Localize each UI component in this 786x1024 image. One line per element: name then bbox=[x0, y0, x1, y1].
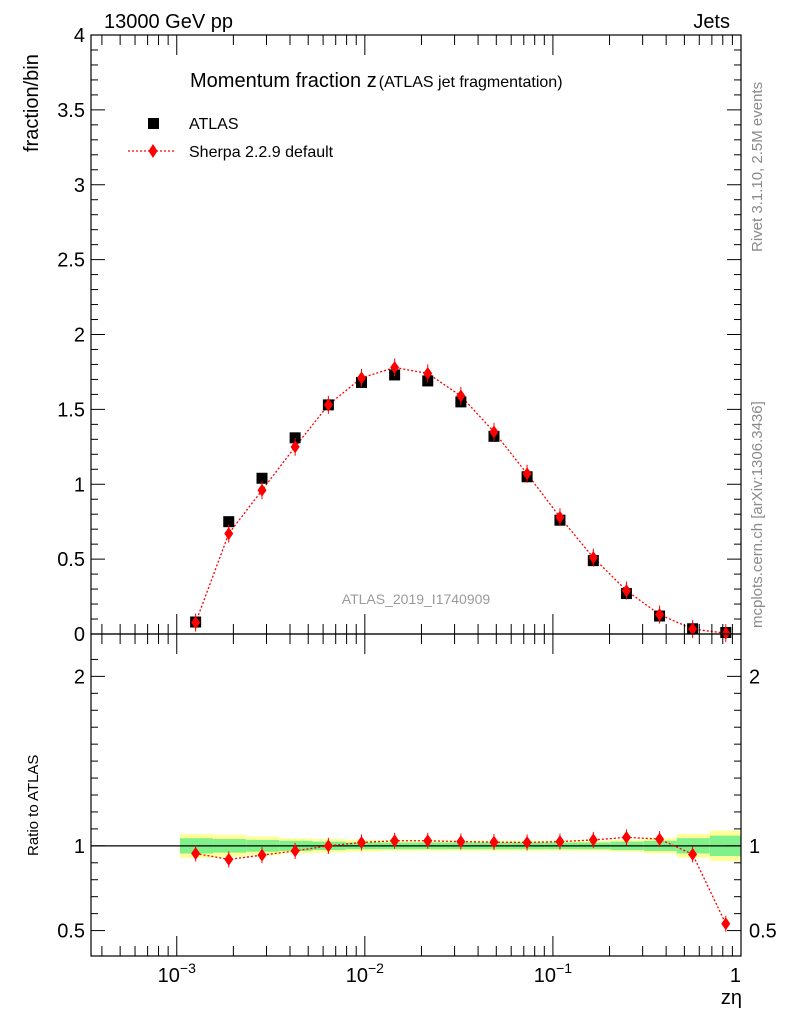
ratio-point bbox=[191, 846, 201, 860]
sherpa-point bbox=[655, 608, 665, 622]
analysis-watermark: ATLAS_2019_I1740909 bbox=[342, 591, 491, 607]
sherpa-point bbox=[588, 551, 598, 565]
ratio-point bbox=[621, 830, 631, 844]
ratio-point bbox=[257, 848, 267, 862]
main-ytick-label: 4 bbox=[74, 25, 85, 47]
header-energy: 13000 GeV pp bbox=[104, 11, 233, 33]
legend-marker-atlas bbox=[148, 118, 159, 129]
xtick-label: 10−1 bbox=[534, 960, 572, 987]
ratio-point bbox=[721, 917, 731, 931]
ratio-xlabel: zη bbox=[721, 987, 742, 1009]
ratio-ytick-label-right: 1 bbox=[749, 836, 760, 858]
xtick-label: 10−2 bbox=[346, 960, 384, 987]
ratio-ytick-label-right: 0.5 bbox=[749, 921, 777, 943]
sherpa-point bbox=[621, 584, 631, 598]
ratio-ytick-label: 2 bbox=[74, 666, 85, 688]
ratio-point bbox=[489, 835, 499, 849]
main-ytick-label: 3.5 bbox=[57, 100, 85, 122]
sherpa-point bbox=[489, 425, 499, 439]
sherpa-point bbox=[224, 527, 234, 541]
ratio-point bbox=[224, 852, 234, 866]
main-ylabel: fraction/bin bbox=[21, 54, 43, 152]
header-process: Jets bbox=[693, 11, 730, 33]
xtick-label: 1 bbox=[730, 965, 741, 987]
sherpa-point bbox=[423, 366, 433, 380]
ratio-point bbox=[357, 835, 367, 849]
chart-title-suffix: (ATLAS jet fragmentation) bbox=[379, 74, 563, 91]
sherpa-point bbox=[290, 440, 300, 454]
legend-marker-sherpa bbox=[148, 144, 158, 158]
ratio-point bbox=[588, 833, 598, 847]
sherpa-point bbox=[555, 510, 565, 524]
sherpa-point bbox=[721, 626, 731, 640]
sherpa-line-ratio bbox=[195, 836, 727, 925]
ratio-point bbox=[522, 835, 532, 849]
main-ytick-label: 2.5 bbox=[57, 250, 85, 272]
ratio-ytick-label-right: 2 bbox=[749, 666, 760, 688]
sherpa-point bbox=[390, 360, 400, 374]
ratio-ylabel: Ratio to ATLAS bbox=[25, 755, 42, 856]
main-ytick-label: 2 bbox=[74, 325, 85, 347]
main-ytick-label: 1 bbox=[74, 474, 85, 496]
sherpa-point bbox=[456, 389, 466, 403]
atlas-point bbox=[256, 472, 268, 484]
sherpa-point bbox=[357, 371, 367, 385]
ratio-point bbox=[290, 844, 300, 858]
ratio-point bbox=[456, 835, 466, 849]
markers bbox=[190, 358, 732, 932]
legend-label-atlas: ATLAS bbox=[189, 116, 239, 133]
axis-ticks: 0 0.5 1 1.5 2 2.5 3 3.5 4 0.5 0.5 1 1 2 2 10−3 10−2 10−1 1 bbox=[57, 25, 777, 987]
sherpa-point bbox=[522, 467, 532, 481]
ratio-ytick-label: 0.5 bbox=[57, 921, 85, 943]
ratio-frame bbox=[90, 633, 742, 957]
sherpa-point bbox=[688, 622, 698, 636]
mcplots-label: mcplots.cern.ch [arXiv:1306.3436] bbox=[749, 401, 766, 628]
main-ytick-label: 0.5 bbox=[57, 549, 85, 571]
legend: ATLAS Sherpa 2.2.9 default bbox=[128, 116, 334, 161]
main-ytick-label: 3 bbox=[74, 175, 85, 197]
chart-title: Momentum fraction z (ATLAS jet fragmentat… bbox=[190, 70, 563, 92]
ratio-point bbox=[323, 839, 333, 853]
sherpa-point bbox=[323, 398, 333, 412]
ratio-point bbox=[390, 834, 400, 848]
main-ytick-label: 1.5 bbox=[57, 399, 85, 421]
atlas-point bbox=[223, 516, 235, 528]
legend-label-sherpa: Sherpa 2.2.9 default bbox=[189, 144, 334, 161]
ratio-point bbox=[423, 834, 433, 848]
main-ytick-label: 0 bbox=[74, 624, 85, 646]
sherpa-point bbox=[257, 483, 267, 497]
ratio-point bbox=[688, 847, 698, 861]
sherpa-point bbox=[191, 616, 201, 630]
xtick-label: 10−3 bbox=[158, 960, 196, 987]
ratio-point bbox=[655, 832, 665, 846]
rivet-label: Rivet 3.1.10, 2.5M events bbox=[749, 82, 766, 252]
ratio-ytick-label: 1 bbox=[74, 836, 85, 858]
ratio-point bbox=[555, 835, 565, 849]
chart-title-main: Momentum fraction z bbox=[190, 70, 377, 92]
